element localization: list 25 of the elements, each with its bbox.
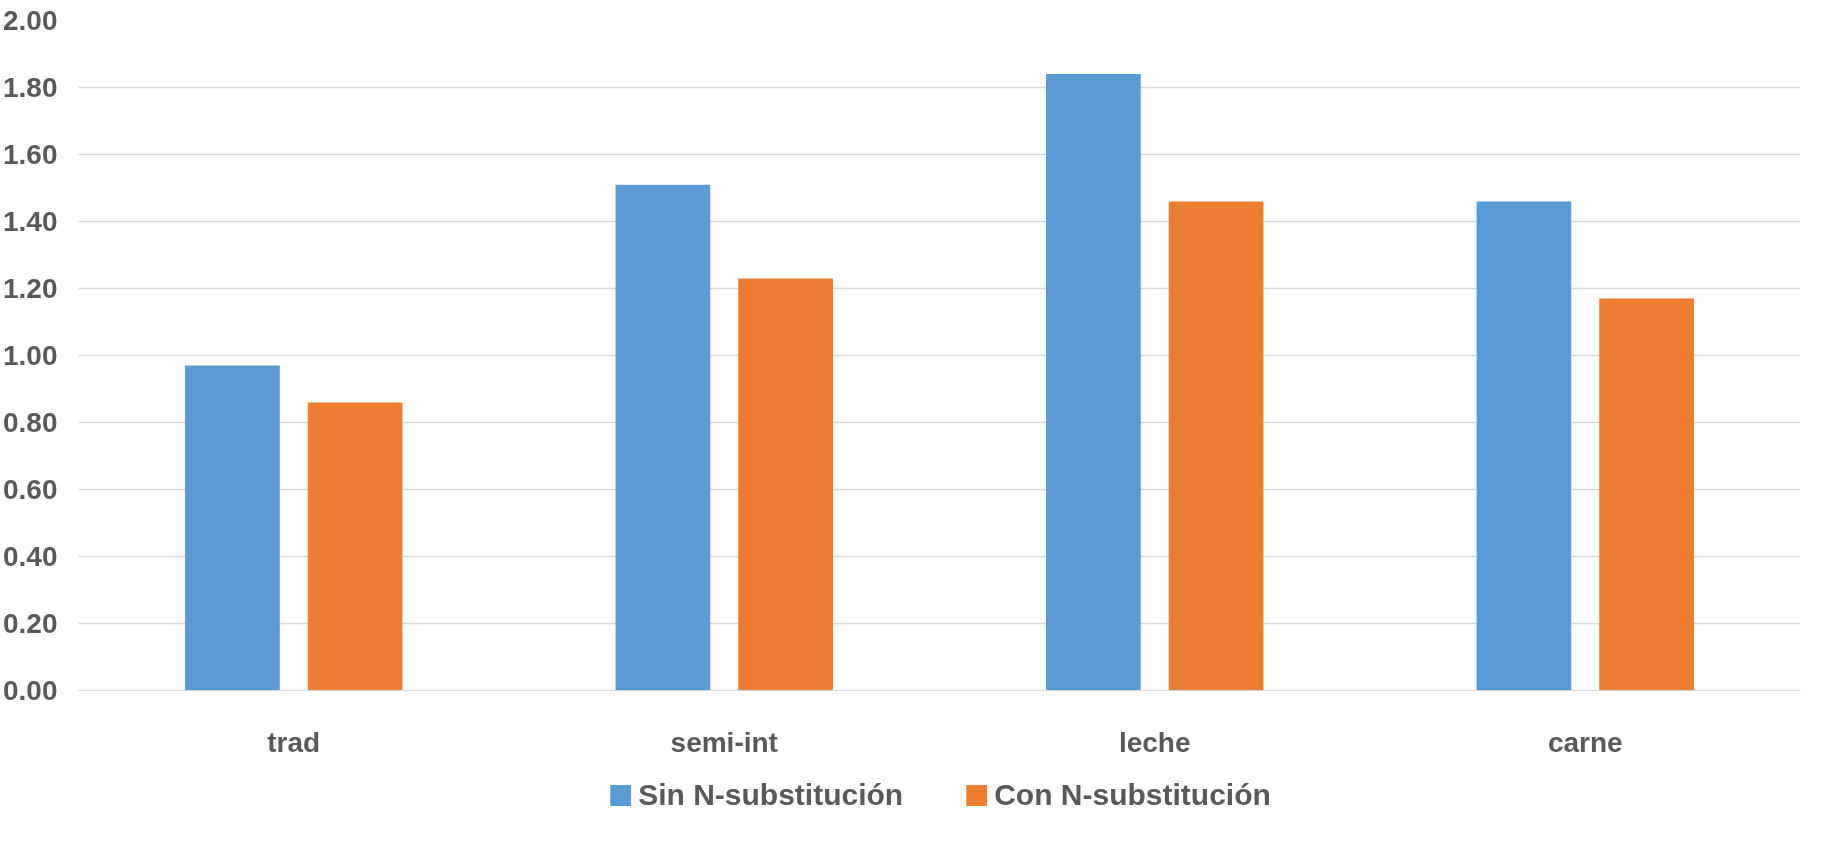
x-tick-label: carne — [1547, 726, 1623, 758]
x-tick-label: semi-int — [670, 726, 778, 758]
y-tick-label: 0.40 — [3, 541, 58, 572]
bar — [307, 402, 403, 691]
y-tick-label: 0.00 — [3, 675, 58, 706]
bar — [1476, 201, 1572, 691]
bar — [185, 365, 280, 691]
bar — [1168, 201, 1264, 691]
y-tick-label: 1.80 — [3, 72, 58, 103]
bar — [615, 184, 711, 691]
legend-label: Con N-substitución — [994, 778, 1271, 812]
y-tick-label: 1.40 — [3, 206, 58, 237]
y-tick-label: 0.80 — [3, 407, 58, 438]
y-tick-label: 1.00 — [3, 340, 58, 371]
bar — [738, 278, 833, 691]
y-tick-label: 0.60 — [3, 474, 58, 505]
bar — [1599, 298, 1694, 691]
x-tick-label: leche — [1118, 726, 1191, 758]
y-tick-label: 1.60 — [3, 139, 58, 170]
bar — [1046, 74, 1141, 691]
y-tick-label: 1.20 — [3, 273, 58, 304]
legend-label: Sin N-substitución — [638, 778, 904, 812]
x-tick-label: trad — [267, 726, 321, 758]
y-tick-label: 0.20 — [3, 608, 58, 639]
y-tick-label: 2.00 — [3, 5, 58, 36]
